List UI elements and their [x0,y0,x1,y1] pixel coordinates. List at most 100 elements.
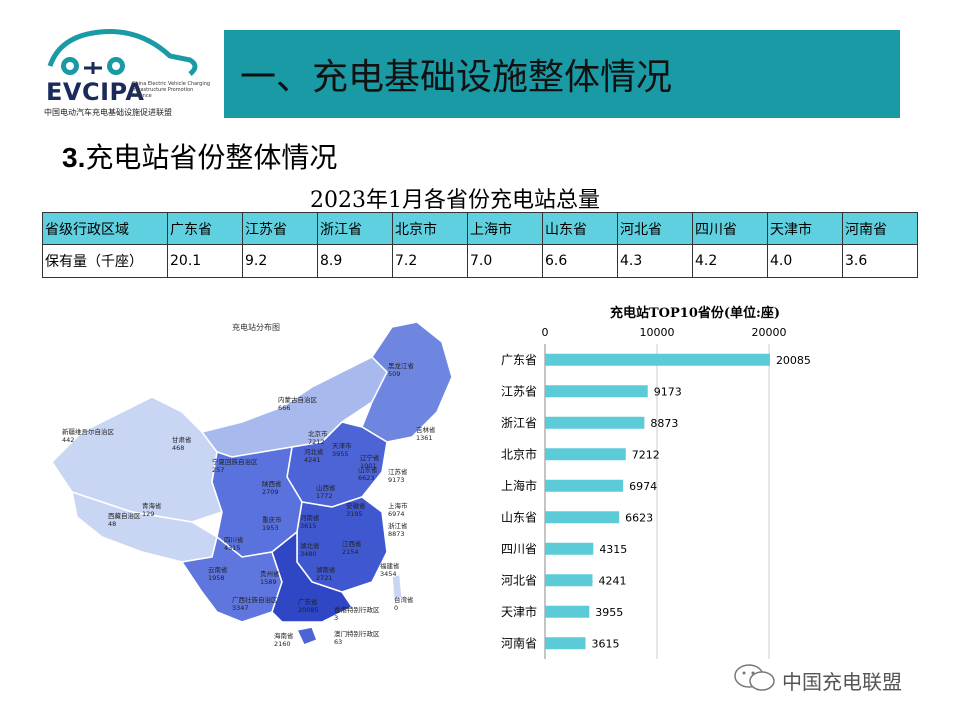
car-logo-icon [47,29,198,76]
map-label-value: 7212 [308,438,325,446]
province-table: 省级行政区域 广东省 江苏省 浙江省 北京市 上海市 山东省 河北省 四川省 天… [42,212,918,278]
map-label-name: 山西省 [316,483,336,492]
map-label-name: 江西省 [342,539,362,548]
bar-value-label: 20085 [776,354,811,367]
province-cell: 天津市 [767,212,843,245]
map-label-value: 8873 [388,530,405,538]
value-cell: 7.2 [392,244,468,278]
map-label-value: 1772 [316,492,333,500]
category-label: 北京市 [501,446,537,461]
chart-bars: 广东省 20085 江苏省 9173 浙江省 8873 北京市 7212 上海市 6974 山东省 6… [501,353,811,651]
map-region-south [271,530,354,623]
map-label-value: 6974 [388,510,405,518]
map-label-name: 重庆市 [262,515,282,524]
map-label-name: 北京市 [308,429,328,438]
bar [545,385,648,398]
value-cell: 3.6 [842,244,918,278]
x-tick-label: 0 [542,326,549,339]
map-label-value: 4315 [224,544,241,552]
map-label-value: 1001 [360,462,377,470]
map-label-name: 台湾省 [394,595,414,604]
province-cell: 北京市 [392,212,468,245]
map-label-value: 3454 [380,570,397,578]
map-label-value: 3480 [300,550,317,558]
map-label-name: 新疆维吾尔自治区 [62,427,115,436]
map-label-name: 西藏自治区 [108,511,141,520]
bar [545,542,594,555]
logo-brand: EVCIPA [46,78,145,106]
province-cell: 广东省 [167,212,243,245]
map-label-name: 天津市 [332,441,352,450]
map-region-taiwan [391,572,403,604]
chart-title: 充电站TOP10省份(单位:座) [610,305,780,321]
title-bar: 一、充电基础设施整体情况 [224,30,900,118]
bar-value-label: 4241 [598,574,626,587]
category-label: 山东省 [501,510,537,524]
bar-value-label: 8873 [650,417,678,430]
map-label-name: 湖北省 [300,541,320,550]
bar-value-label: 3615 [591,637,619,650]
province-cell: 山东省 [542,212,618,245]
map-label-name: 云南省 [208,565,228,574]
province-cell: 浙江省 [317,212,393,245]
province-cell: 河北省 [617,212,693,245]
map-label-name: 河南省 [300,513,320,522]
value-cell: 4.0 [767,244,843,278]
table-value-row: 保有量（千座） 20.1 9.2 8.9 7.2 7.0 6.6 4.3 4.2… [42,244,918,278]
map-label-value: 129 [142,510,154,518]
value-cell: 4.3 [617,244,693,278]
map-label-name: 山东省 [358,465,378,474]
bar [545,353,770,366]
category-label: 河北省 [501,573,537,587]
map-label-name: 辽宁省 [360,453,380,462]
map-label-name: 甘肃省 [172,435,192,444]
value-cell: 9.2 [242,244,318,278]
section-heading: 3.充电站省份整体情况 [62,136,337,176]
map-label-value: 3615 [300,522,317,530]
map-label-value: 3347 [232,604,249,612]
map-label-value: 3955 [332,450,349,458]
map-label-name: 安徽省 [346,501,366,510]
map-label-value: 2709 [262,488,279,496]
map-label-value: 20085 [298,606,319,614]
watermark: 中国充电联盟 [732,662,932,694]
category-label: 天津市 [501,604,537,619]
map-label-value: 468 [172,444,184,452]
value-cell: 6.6 [542,244,618,278]
value-cell: 20.1 [167,244,243,278]
map-label-name: 上海市 [388,501,408,510]
bar-value-label: 6623 [625,511,653,524]
map-label-name: 湖南省 [316,565,336,574]
map-label-value: 4241 [304,456,321,464]
logo-cn-name: 中国电动汽车充电基础设施促进联盟 [44,108,172,117]
section-title: 充电站省份整体情况 [85,141,338,174]
map-title: 充电站分布图 [232,322,280,332]
map-label-value: 63 [334,638,342,646]
bar-value-label: 9173 [654,385,682,398]
bar [545,448,626,461]
map-label-name: 江苏省 [388,467,408,476]
value-cell: 4.2 [692,244,768,278]
bar [545,637,586,650]
bar [545,605,590,618]
map-region-northeast [361,321,452,443]
map-label-value: 0 [394,604,398,612]
section-number: 3. [62,142,86,173]
map-label-name: 福建省 [380,561,400,570]
map-region-hainan [295,626,318,646]
map-label-value: 1589 [260,578,277,586]
map-label-value: 666 [278,404,290,412]
value-cell: 8.9 [317,244,393,278]
table-title: 2023年1月各省份充电站总量 [310,188,600,213]
table-header-row: 省级行政区域 广东省 江苏省 浙江省 北京市 上海市 山东省 河北省 四川省 天… [42,212,918,245]
map-label-name: 陕西省 [262,479,282,488]
province-cell: 河南省 [842,212,918,245]
map-label-value: 1953 [262,524,279,532]
value-cell: 7.0 [467,244,543,278]
map-label-value: 2721 [316,574,333,582]
map-label-name: 浙江省 [388,521,408,530]
map-label-name: 内蒙古自治区 [278,395,318,404]
map-label-name: 河北省 [304,447,324,456]
map-label-value: 1958 [208,574,225,582]
map-label-value: 2154 [342,548,359,556]
